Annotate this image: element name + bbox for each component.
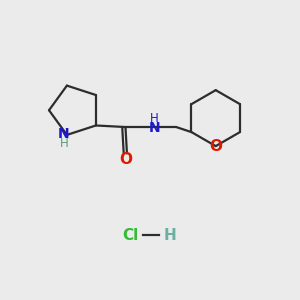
Text: Cl: Cl xyxy=(123,228,139,243)
Text: H: H xyxy=(60,137,68,150)
Text: H: H xyxy=(163,228,176,243)
Text: N: N xyxy=(148,121,160,135)
Text: O: O xyxy=(209,139,222,154)
Text: N: N xyxy=(58,127,70,141)
Text: O: O xyxy=(119,152,132,167)
Text: H: H xyxy=(150,112,159,124)
